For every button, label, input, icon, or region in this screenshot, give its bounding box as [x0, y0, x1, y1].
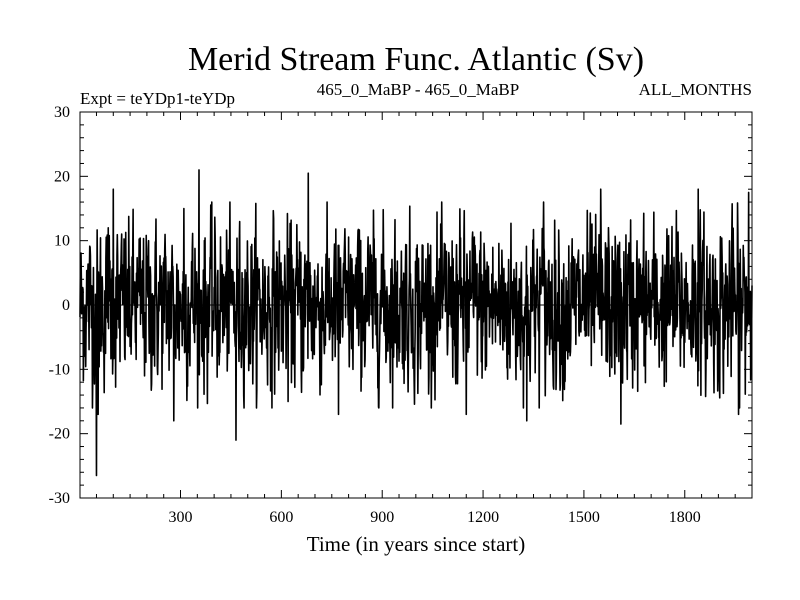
chart-title: Merid Stream Func. Atlantic (Sv) [188, 41, 644, 78]
y-tick-label: 20 [54, 168, 70, 185]
series-line-teYDp1-teYDp [79, 169, 753, 477]
y-tick-label: -10 [49, 361, 70, 378]
x-tick-label: 1800 [669, 509, 701, 526]
x-tick-label: 1200 [467, 509, 499, 526]
plot-area [79, 169, 753, 477]
subtitle-period: 465_0_MaBP - 465_0_MaBP [317, 80, 519, 99]
x-axis-label: Time (in years since start) [307, 532, 526, 556]
y-tick-label: -30 [49, 490, 70, 507]
x-tick-label: 1500 [568, 509, 600, 526]
y-tick-label: 30 [54, 104, 70, 121]
subtitle-expt: Expt = teYDp1-teYDp [80, 89, 235, 108]
y-tick-label: 0 [62, 297, 70, 314]
y-tick-label: -20 [49, 426, 70, 443]
x-tick-label: 600 [269, 509, 293, 526]
x-tick-label: 300 [169, 509, 193, 526]
x-tick-label: 900 [370, 509, 394, 526]
subtitle-months: ALL_MONTHS [639, 80, 752, 99]
y-tick-label: 10 [54, 233, 70, 250]
